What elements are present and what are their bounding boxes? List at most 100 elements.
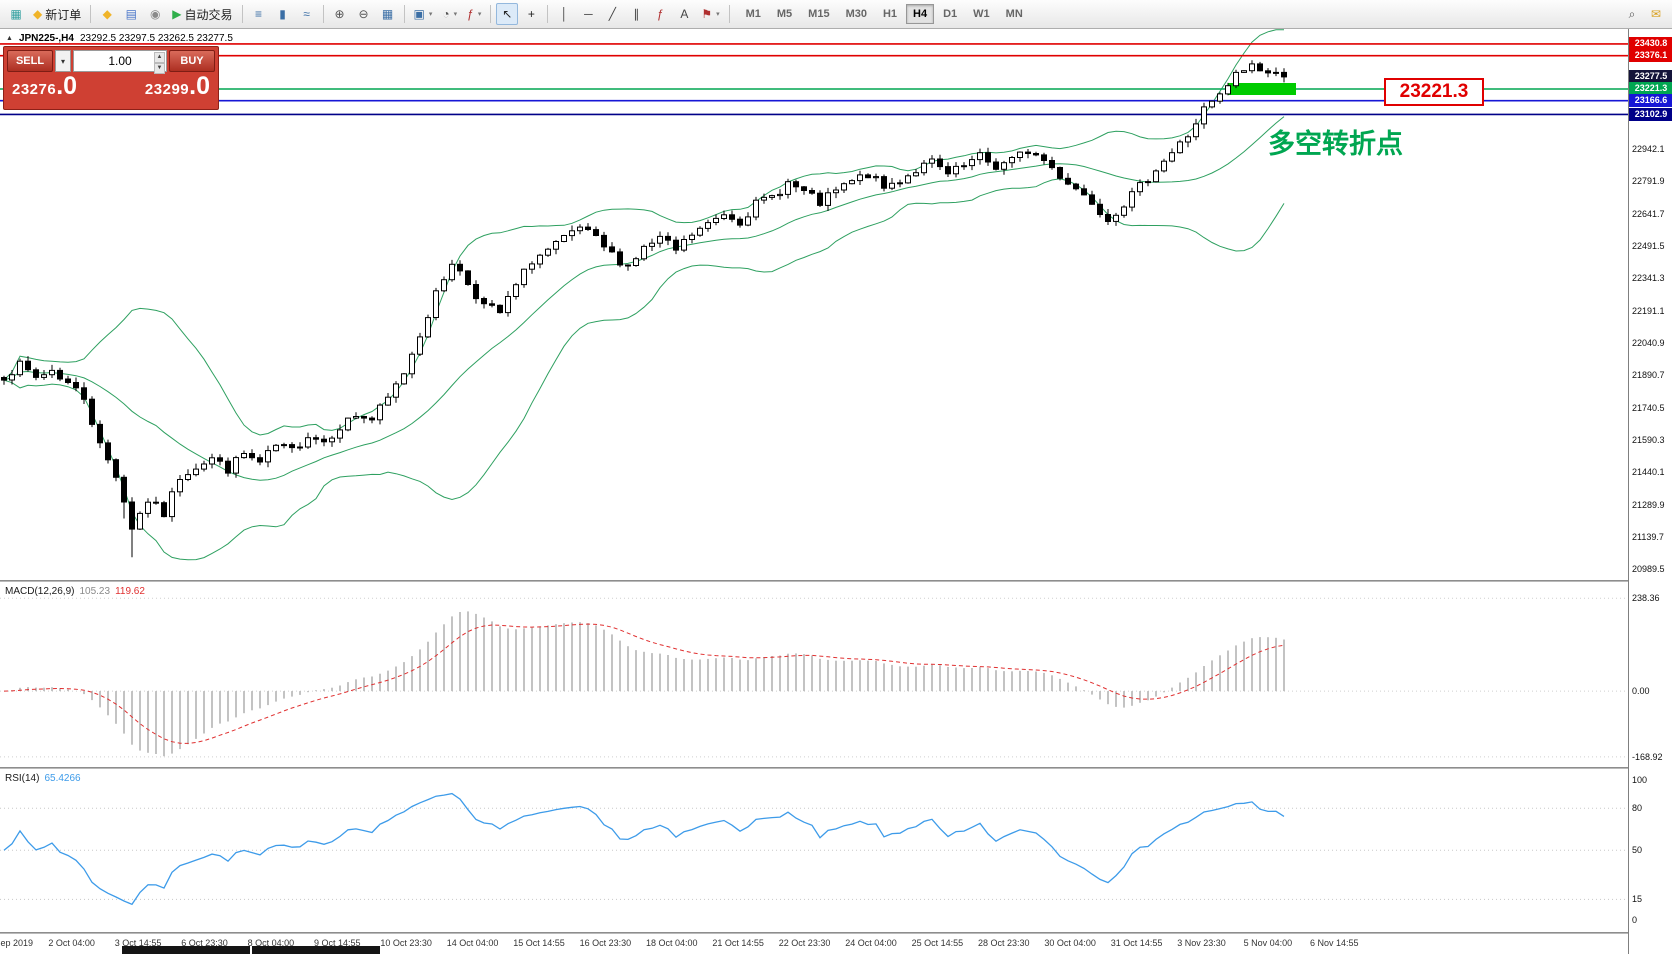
timeframe-h4-button[interactable]: H4	[906, 4, 935, 24]
macd-main-value: 105.23	[79, 586, 111, 597]
time-axis[interactable]: 30 Sep 2019 2 Oct 04:00 3 Oct 14:55 6 Oct 2…	[0, 934, 1628, 954]
autotrading-button-label: 自动交易	[184, 7, 233, 22]
arrow-objects-button[interactable]: ⚑ ▾	[697, 3, 723, 25]
new-order-icon: ◆	[33, 7, 43, 21]
timeframe-m5-button[interactable]: M5	[776, 8, 793, 20]
time-axis-label: 30 Oct 04:00	[1044, 938, 1096, 948]
time-axis-label: 24 Oct 04:00	[845, 938, 897, 948]
timeframe-d1-button[interactable]: D1	[943, 8, 958, 20]
taskbar-fragment[interactable]	[122, 946, 250, 954]
timeframe-m1-button[interactable]: M1	[745, 8, 761, 20]
time-axis-label: 16 Oct 23:30	[579, 938, 632, 948]
cursor-button[interactable]: ↖	[496, 3, 519, 25]
search-button[interactable]: ⌕	[1621, 3, 1643, 25]
price-line-tag: 23277.5	[1629, 70, 1672, 84]
profiles-icon[interactable]: ◆	[96, 3, 118, 25]
time-axis-label: 18 Oct 04:00	[646, 938, 698, 948]
scale-value: 100	[1632, 775, 1648, 786]
equidistant-channel-icon: ∥	[633, 7, 640, 21]
charts-window-icon[interactable]: ▦	[5, 3, 27, 25]
volume-down-button[interactable]: ▼	[154, 63, 165, 74]
buy-price-main: 23299	[144, 81, 190, 98]
time-axis-label: 5 Nov 04:00	[1243, 938, 1293, 948]
bar-chart-mode-button[interactable]: ≡	[248, 3, 270, 25]
price-scale[interactable]: 22942.1 22791.9 22641.7 22491.5 22341.3 22191…	[1628, 29, 1672, 954]
time-axis-label: 10 Oct 23:30	[380, 938, 432, 948]
volume-up-button[interactable]: ▲	[154, 52, 165, 63]
scale-value: 21289.9	[1632, 499, 1665, 510]
scale-value: 15	[1632, 894, 1643, 905]
market-watch-icon-icon: ▤	[125, 7, 137, 21]
turning-point-annotation[interactable]: 多空转折点	[1268, 129, 1403, 159]
zoom-in-icon: ⊕	[334, 7, 345, 21]
timeframe-h1-button[interactable]: H1	[882, 8, 898, 20]
tile-windows-button[interactable]: ▦	[377, 3, 399, 25]
macd-panel-splitter[interactable]	[0, 580, 1672, 582]
volume-input[interactable]: 1.00 ▲ ▼	[73, 50, 167, 74]
time-axis-splitter	[0, 932, 1672, 934]
volume-stepper: ▲ ▼	[154, 52, 165, 74]
time-axis-label: 8 Oct 04:00	[247, 938, 295, 948]
scale-value: 0	[1632, 915, 1638, 926]
autotrading-button[interactable]: ▶ 自动交易	[168, 3, 236, 25]
scale-value: 21440.1	[1632, 467, 1665, 478]
price-line-tag: 23430.8	[1629, 37, 1672, 51]
new-chart-button[interactable]: ▣ ▾	[410, 3, 437, 25]
buy-button[interactable]: BUY	[169, 50, 215, 72]
text-icon: A	[680, 7, 689, 21]
scale-value: 22942.1	[1632, 144, 1665, 155]
time-axis-label: 15 Oct 14:55	[513, 938, 565, 948]
chart-ohlc-values: 23292.5 23297.5 23262.5 23277.5	[79, 33, 233, 44]
period-button[interactable]: ◔ ▾	[438, 3, 461, 25]
time-axis-label: 21 Oct 14:55	[712, 938, 764, 948]
scale-value: 21590.3	[1632, 434, 1665, 445]
price-line-tag: 23221.3	[1629, 82, 1672, 96]
new-chart-icon: ▣	[413, 7, 425, 21]
timeframe-toolbar: M1 M5 M15 M30 H1 H4 D1 W1 MN	[739, 4, 1030, 24]
indicators-button[interactable]: ƒ ▾	[463, 3, 485, 25]
zoom-in-button[interactable]: ⊕	[329, 3, 351, 25]
scale-value: 21890.7	[1632, 370, 1665, 381]
chat-button[interactable]: ✉	[1645, 3, 1667, 25]
chart-title: ▲ JPN225-,H4 23292.5 23297.5 23262.5 232…	[6, 33, 233, 44]
time-axis-label: 9 Oct 14:55	[314, 938, 361, 948]
equidistant-channel-button[interactable]: ∥	[625, 3, 647, 25]
one-click-controls: SELL ▾ 1.00 ▲ ▼ BUY	[7, 50, 215, 74]
rsi-value: 65.4266	[44, 773, 81, 784]
new-order-button[interactable]: ◆ 新订单	[29, 3, 85, 25]
timeframe-mn-button[interactable]: MN	[1005, 8, 1023, 20]
taskbar-fragment[interactable]	[252, 946, 380, 954]
time-axis-label: 28 Oct 23:30	[978, 938, 1030, 948]
text-button[interactable]: A	[673, 3, 695, 25]
timeframe-m30-button[interactable]: M30	[845, 8, 867, 20]
price-chart-canvas[interactable]	[0, 0, 1628, 954]
timeframe-m15-button[interactable]: M15	[808, 8, 830, 20]
sell-button[interactable]: SELL	[7, 50, 53, 72]
toolbar-buttons: ▦ ◆ 新订单 ◆ ▤ ◉ ▶ 自动交易 ≡ ▮ ≈ ⊕ ⊖ ▦ ▣ ▾ ◔ ▾ ƒ ▾ ↖ + │ ─ ╱ ∥ ƒ A ⚑ ▾	[5, 3, 733, 25]
timeframe-w1-button[interactable]: W1	[973, 8, 990, 20]
rsi-panel-splitter[interactable]	[0, 767, 1672, 769]
line-chart-mode-button[interactable]: ≈	[296, 3, 318, 25]
scale-value: 22191.1	[1632, 305, 1665, 316]
crosshair-button[interactable]: +	[520, 3, 542, 25]
vertical-line-button[interactable]: │	[553, 3, 575, 25]
time-axis-label: 22 Oct 23:30	[778, 938, 831, 948]
price-callout-label[interactable]: 23221.3	[1384, 78, 1484, 106]
candlestick-mode-icon: ▮	[279, 7, 286, 21]
candlestick-mode-button[interactable]: ▮	[272, 3, 294, 25]
sell-price: 23276.0	[12, 73, 77, 99]
collapse-chart-icon[interactable]: ▲	[6, 35, 13, 42]
zoom-out-icon: ⊖	[358, 7, 369, 21]
toolbar-separator	[547, 5, 549, 23]
volume-dropdown-button[interactable]: ▾	[55, 50, 71, 72]
time-axis-label: 3 Oct 14:55	[114, 938, 162, 948]
dropdown-arrow-icon: ▾	[477, 11, 482, 18]
zoom-out-button[interactable]: ⊖	[353, 3, 375, 25]
alerts-icon[interactable]: ◉	[144, 3, 166, 25]
market-watch-icon[interactable]: ▤	[120, 3, 142, 25]
fibonacci-button[interactable]: ƒ	[649, 3, 671, 25]
trendline-button[interactable]: ╱	[601, 3, 623, 25]
horizontal-line-button[interactable]: ─	[577, 3, 599, 25]
scale-value: 80	[1632, 803, 1643, 814]
line-chart-mode-icon: ≈	[303, 7, 310, 21]
